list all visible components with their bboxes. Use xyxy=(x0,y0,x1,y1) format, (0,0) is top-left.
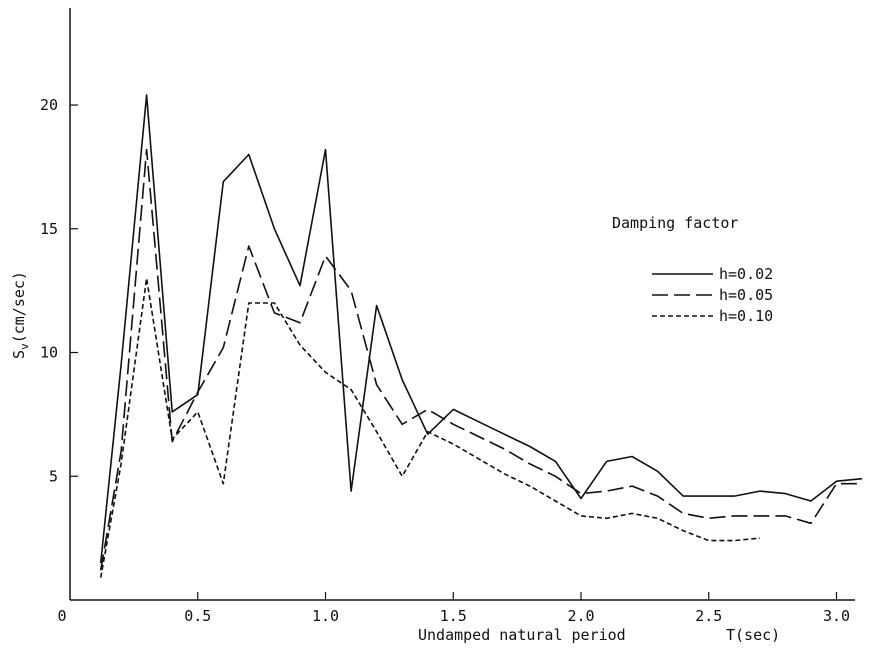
series-line-h=0.02 xyxy=(99,94,863,563)
y-tick-label: 10 xyxy=(40,344,58,362)
legend: Damping factor h=0.02 h=0.05 h=0.10 xyxy=(612,214,773,325)
legend-label: h=0.05 xyxy=(719,286,773,304)
x-tick-label: 0.5 xyxy=(184,607,211,625)
y-axis-label-subscript: v xyxy=(18,343,31,350)
legend-title: Damping factor xyxy=(612,214,738,232)
x-tick-label: 3.0 xyxy=(823,607,850,625)
y-axis-label-unit: (cm/sec) xyxy=(10,271,28,343)
x-tick-label: 2.5 xyxy=(695,607,722,625)
x-tick-label: 0 xyxy=(57,607,66,625)
x-axis-unit-label: T(sec) xyxy=(726,626,780,644)
legend-label: h=0.02 xyxy=(719,265,773,283)
series-layer xyxy=(99,94,863,578)
chart-axes xyxy=(69,8,855,601)
y-tick-label: 20 xyxy=(40,96,58,114)
series-line-h=0.10 xyxy=(99,277,760,578)
x-axis-label: Undamped natural period xyxy=(418,626,626,644)
y-tick-label: 5 xyxy=(49,467,58,485)
x-tick-label: 2.0 xyxy=(567,607,594,625)
y-axis-label-base: S xyxy=(10,350,28,359)
series-line-h=0.05 xyxy=(99,148,863,571)
legend-label: h=0.10 xyxy=(719,307,773,325)
legend-items: h=0.02 h=0.05 h=0.10 xyxy=(652,265,773,325)
y-tick-label: 15 xyxy=(40,220,58,238)
tick-group: 5 10 15 20 0 0.5 1.0 1.5 2.0 2.5 3.0 xyxy=(40,96,850,625)
y-axis-label: Sv(cm/sec) xyxy=(10,271,31,359)
x-tick-label: 1.5 xyxy=(440,607,467,625)
x-tick-label: 1.0 xyxy=(312,607,339,625)
